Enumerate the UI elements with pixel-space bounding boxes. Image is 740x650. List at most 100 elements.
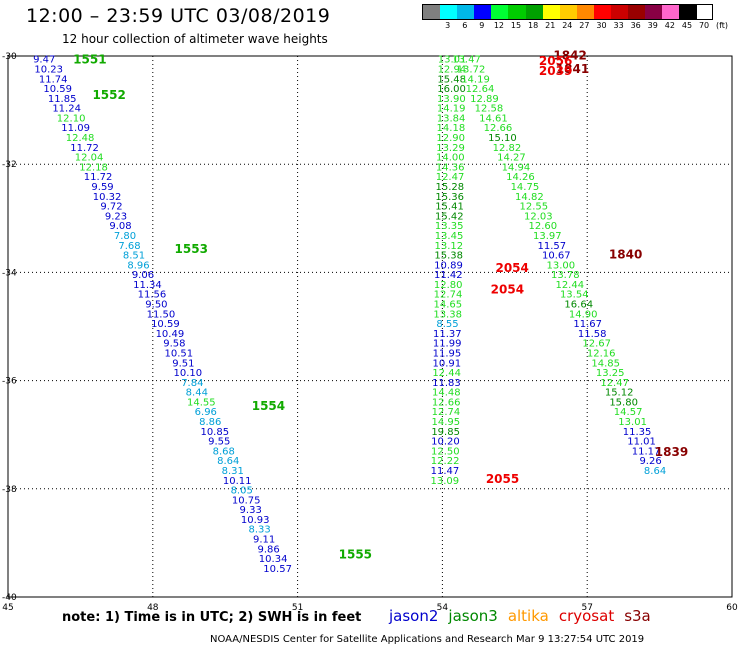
legend-entry: jason3	[448, 607, 498, 625]
data-point-label: 14.75	[511, 182, 540, 193]
pass-time-label: 1842	[553, 48, 586, 62]
data-point-label: 15.80	[609, 397, 638, 408]
y-tick-label: -32	[2, 160, 17, 170]
note-text: note: 1) Time is in UTC; 2) SWH is in fe…	[62, 610, 362, 625]
color-tick-label: 12	[493, 21, 505, 30]
data-point-label: 13.72	[457, 64, 486, 75]
data-point-label: 9.50	[145, 300, 167, 311]
color-tick-label: 27	[579, 21, 590, 30]
color-tick-label: 36	[630, 21, 641, 30]
pass-time-label: 1841	[556, 62, 589, 76]
data-point-label: 14.00	[436, 153, 465, 164]
color-tick-label: 3	[445, 21, 451, 30]
data-point-label: 14.82	[515, 192, 544, 203]
legend-entry: cryosat	[558, 607, 615, 625]
data-point-label: 11.42	[434, 270, 463, 281]
data-point-label: 11.24	[52, 104, 81, 115]
data-point-label: 10.51	[165, 348, 194, 359]
data-point-label: 10.67	[542, 251, 571, 262]
data-point-label: 8.68	[213, 446, 235, 457]
data-point-label: 9.08	[109, 221, 131, 232]
data-point-label: 11.67	[573, 319, 602, 330]
data-point-label: 10.59	[43, 84, 72, 95]
data-point-label: 8.86	[199, 417, 221, 428]
pass-time-label: 1555	[339, 548, 372, 562]
data-point-label: 13.78	[551, 270, 580, 281]
pass-time-label: 1553	[175, 242, 208, 256]
data-point-label: 13.09	[430, 476, 459, 487]
data-point-label: 11.85	[48, 94, 77, 105]
color-swatch	[576, 5, 594, 19]
color-tick-label: 9	[479, 21, 485, 30]
data-point-label: 12.04	[75, 153, 104, 164]
pass-time-label: 2056	[539, 54, 572, 68]
data-point-label: 8.51	[123, 251, 145, 262]
legend: jason2 jason3 altika cryosat s3a	[389, 607, 661, 625]
data-point-label: 12.66	[432, 397, 461, 408]
data-point-label: 12.44	[555, 280, 584, 291]
data-point-label: 10.34	[259, 554, 288, 565]
data-point-label: 9.58	[163, 339, 185, 350]
color-tick-label: 70	[698, 21, 710, 30]
data-point-label: 11.72	[84, 172, 113, 183]
data-point-label: 10.20	[431, 437, 460, 448]
data-point-label: 14.90	[569, 309, 598, 320]
footer-credit: NOAA/NESDIS Center for Satellite Applica…	[210, 634, 645, 645]
data-point-label: 14.57	[614, 407, 643, 418]
color-swatch	[508, 5, 526, 19]
color-tick-label	[422, 21, 439, 30]
data-point-label: 12.80	[434, 280, 463, 291]
data-point-label: 12.22	[431, 456, 460, 467]
color-tick-label: 30	[596, 21, 607, 30]
color-tick-label: 39	[647, 21, 658, 30]
data-point-label: 12.03	[524, 211, 553, 222]
color-swatch	[559, 5, 577, 19]
data-point-label: 8.64	[644, 466, 666, 477]
data-point-label: 14.19	[437, 104, 466, 115]
x-tick-label: 48	[147, 603, 159, 613]
legend-entry: s3a	[624, 607, 651, 625]
color-swatch	[679, 5, 697, 19]
data-point-label: 10.32	[93, 192, 122, 203]
data-point-label: 12.67	[582, 339, 611, 350]
data-point-label: 11.50	[147, 309, 176, 320]
color-tick-label: 45	[681, 21, 693, 30]
data-point-label: 12.44	[432, 368, 461, 379]
data-point-label: 7.80	[114, 231, 136, 242]
data-point-label: 12.18	[79, 162, 108, 173]
data-point-label: 15.12	[605, 388, 634, 399]
data-point-label: 15.48	[437, 74, 466, 85]
data-point-label: 13.01	[618, 417, 647, 428]
pass-time-label: 1840	[609, 247, 642, 261]
data-point-label: 9.11	[253, 535, 275, 546]
color-swatch	[491, 5, 509, 19]
data-point-label: 11.34	[133, 280, 162, 291]
data-point-label: 9.33	[240, 505, 262, 516]
color-swatch	[662, 5, 680, 19]
data-point-label: 13.97	[533, 231, 562, 242]
data-point-label: 11.47	[431, 466, 460, 477]
color-tick-label: 15	[510, 21, 522, 30]
color-tick-label: 6	[462, 21, 468, 30]
data-point-label: 10.89	[434, 260, 463, 271]
data-point-label: 10.23	[34, 64, 63, 75]
data-point-label: 13.45	[435, 231, 464, 242]
data-point-label: 6.96	[195, 407, 217, 418]
data-point-label: 10.59	[151, 319, 180, 330]
data-point-label: 11.72	[70, 143, 99, 154]
data-point-label: 14.65	[434, 300, 463, 311]
color-tick-label: 42	[664, 21, 675, 30]
y-tick-label: -38	[2, 485, 17, 495]
data-point-label: 12.82	[493, 143, 522, 154]
color-swatch	[542, 5, 560, 19]
y-tick-label: -40	[2, 593, 17, 603]
color-scale-bar: 3 6 9 12 15 18 21 24 27 30 33 36 39 42 45 70 (ft)	[422, 4, 728, 30]
data-point-label: 10.49	[156, 329, 185, 340]
data-point-label: 12.16	[587, 348, 616, 359]
data-point-label: 14.55	[187, 397, 216, 408]
data-point-label: 11.83	[432, 378, 461, 389]
data-point-label: 9.23	[105, 211, 127, 222]
data-point-label: 11.01	[627, 437, 656, 448]
